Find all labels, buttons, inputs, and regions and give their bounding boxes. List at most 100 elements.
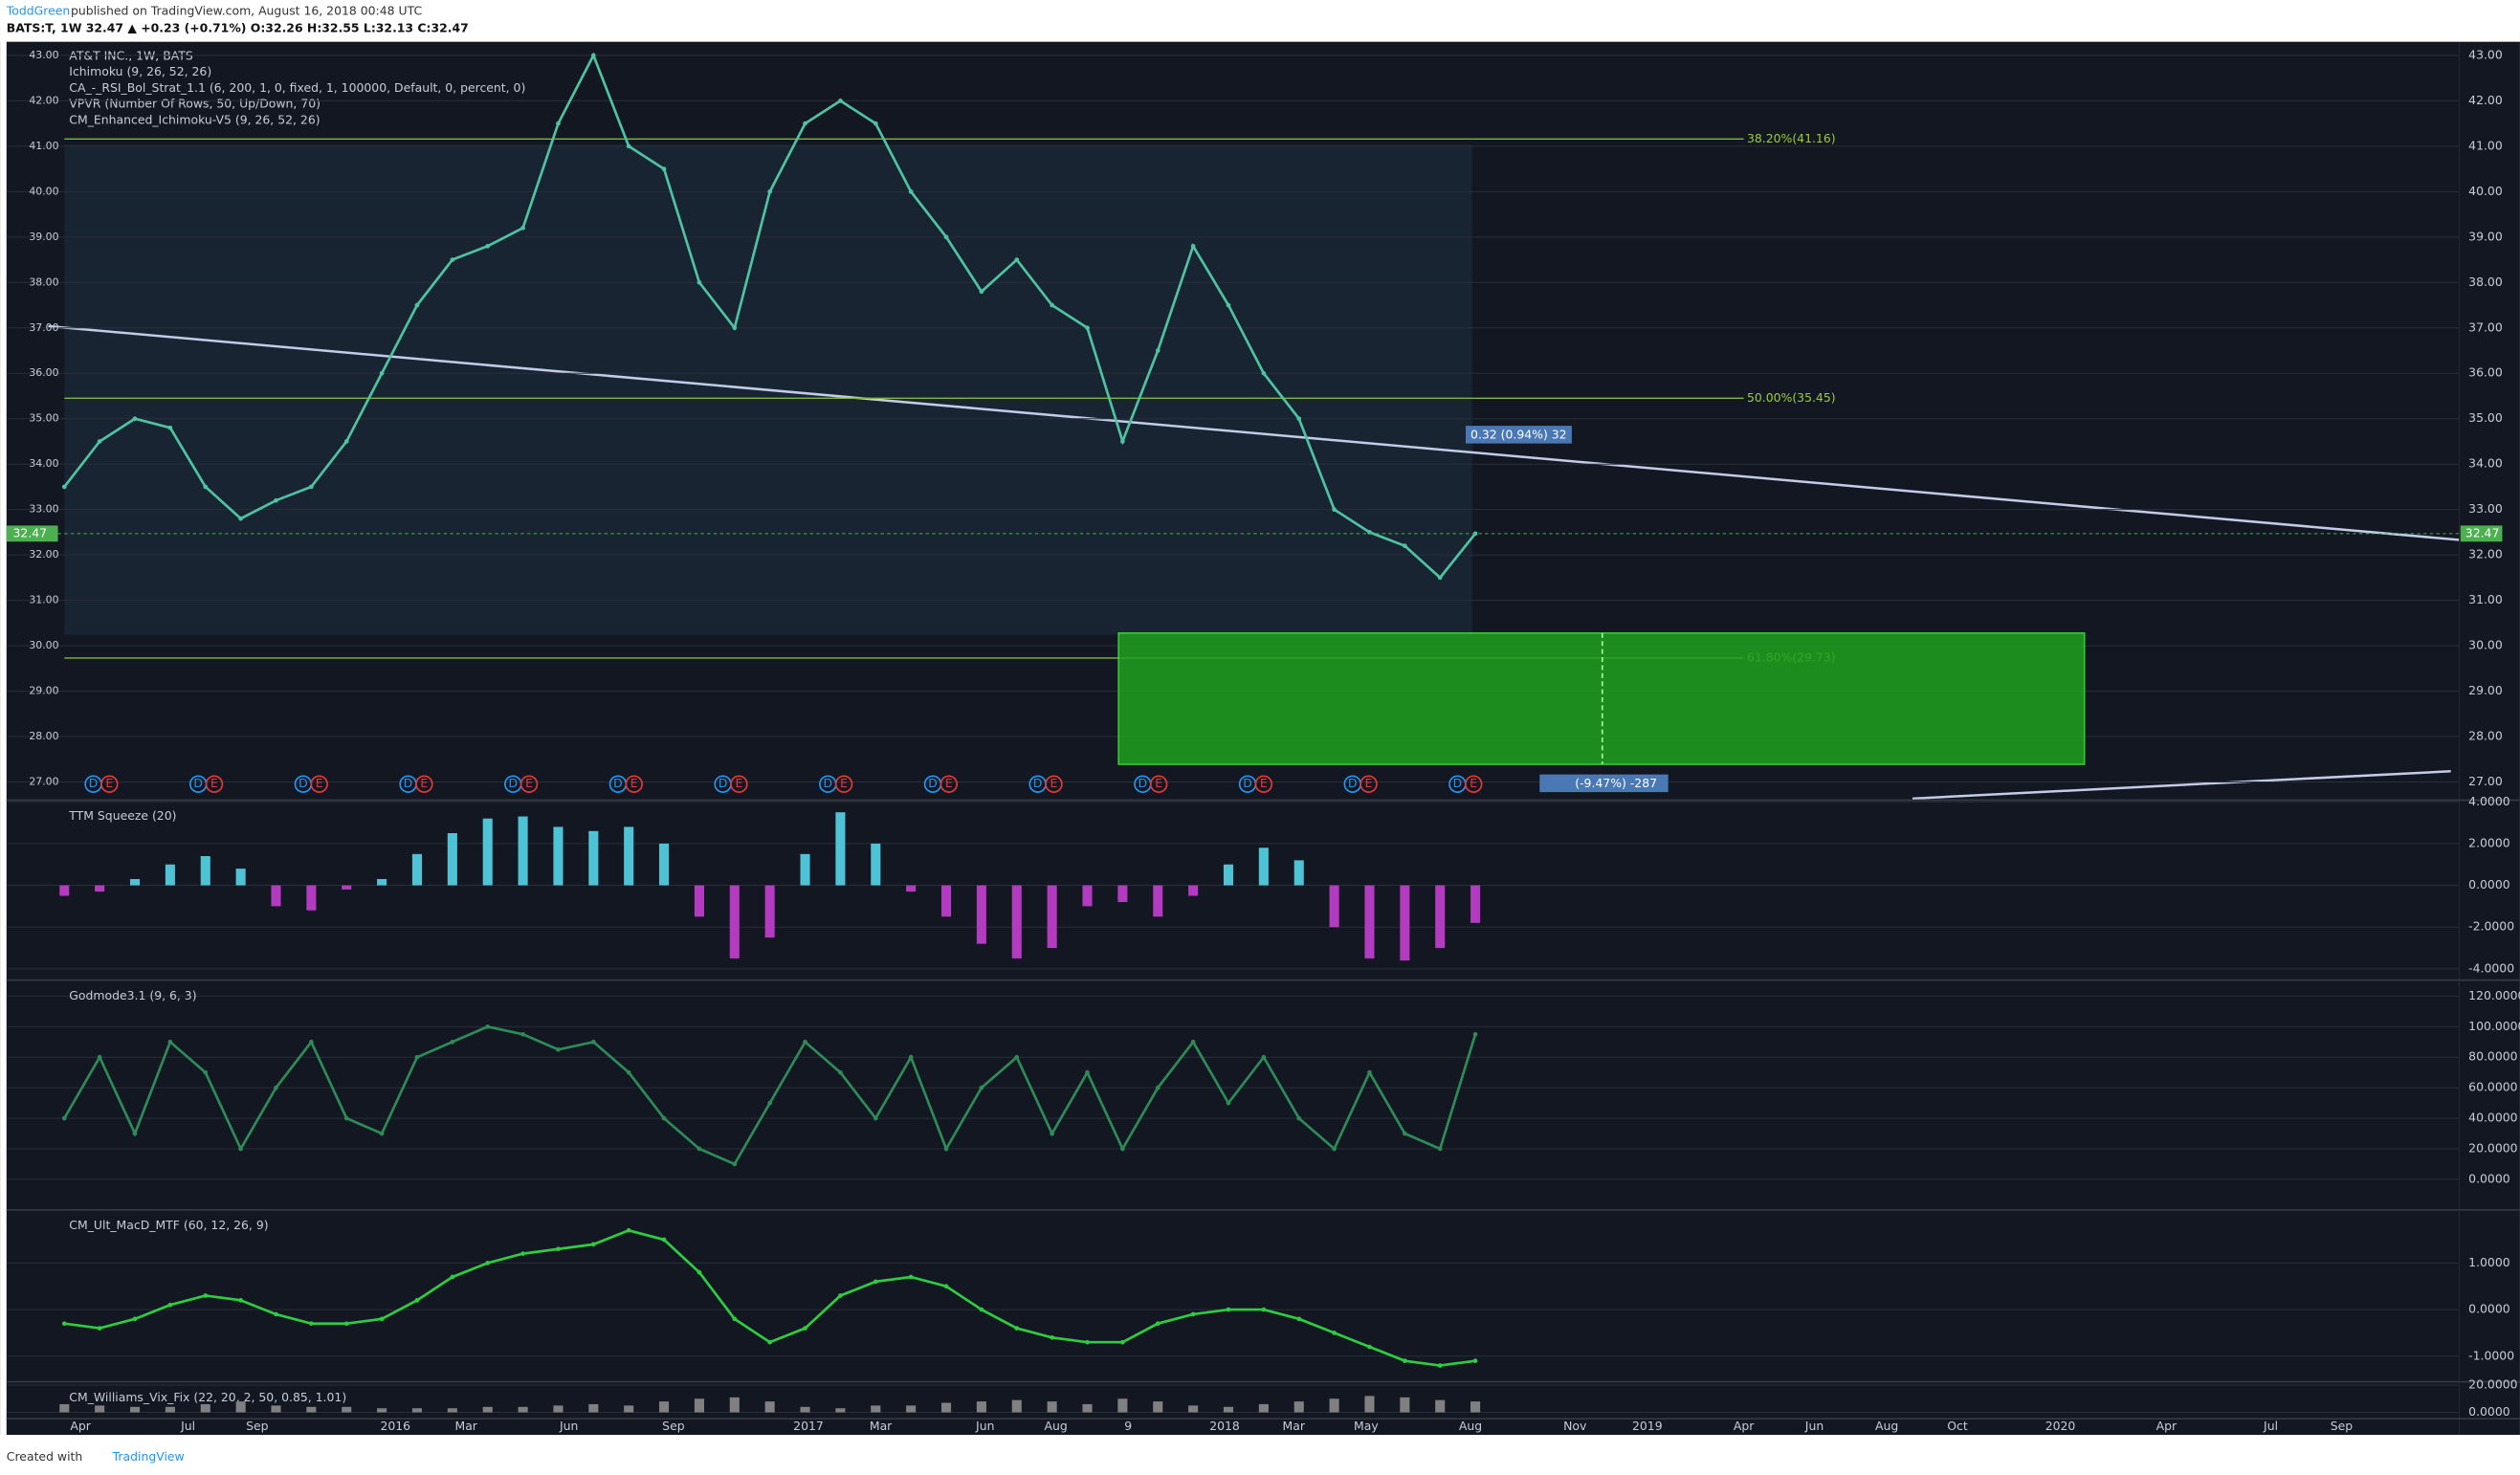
data-point	[979, 1085, 984, 1090]
x-tick-label: Jun	[1804, 1419, 1824, 1433]
y-tick-label-left: 40.00	[29, 185, 58, 197]
y-tick-label: 0.0000	[2468, 877, 2510, 892]
bar	[271, 885, 281, 907]
earnings-marker	[1254, 775, 1273, 793]
y-tick-label: 30.00	[2468, 638, 2503, 652]
y-tick-label: 39.00	[2468, 229, 2503, 243]
dividend-letter: D	[193, 776, 203, 790]
bar	[624, 826, 634, 886]
data-point	[450, 1039, 455, 1045]
data-point	[1226, 302, 1231, 308]
data-point	[1402, 1358, 1407, 1364]
author[interactable]: ToddGreen	[6, 3, 70, 17]
data-point	[97, 439, 102, 444]
y-tick-label: 100.0000	[2468, 1019, 2520, 1033]
data-point	[626, 1069, 631, 1075]
data-point	[274, 1085, 278, 1090]
note: (-9.47%) -287	[1575, 776, 1657, 790]
data-point	[97, 1054, 102, 1060]
bar	[1223, 1406, 1234, 1413]
data-point	[1472, 1031, 1478, 1037]
bar	[518, 1406, 528, 1413]
x-tick-label: Aug	[1459, 1419, 1482, 1433]
x-tick-label: Jul	[180, 1419, 195, 1433]
target-zone	[1117, 631, 2086, 765]
last-price: 32.47	[13, 525, 48, 539]
y-tick-label: 36.00	[2468, 365, 2503, 380]
y-tick-label-left: 31.00	[29, 594, 58, 606]
earnings-letter: E	[1050, 776, 1058, 790]
data-point	[97, 1326, 102, 1331]
bar	[553, 1405, 564, 1413]
bar	[1188, 885, 1199, 896]
earnings-marker	[519, 775, 539, 793]
footer-created: Created with	[7, 1449, 82, 1464]
bar	[447, 1408, 457, 1413]
data-point	[943, 234, 949, 240]
dividend-letter: D	[824, 776, 833, 790]
y-tick-label-left: 38.00	[29, 275, 58, 288]
data-point	[1437, 1363, 1443, 1368]
bar	[1082, 885, 1093, 907]
data-point	[1226, 1307, 1231, 1312]
y-tick-label: 40.0000	[2468, 1111, 2517, 1125]
dividend-letter: D	[718, 776, 728, 790]
data-point	[1190, 1039, 1196, 1045]
data-point	[203, 484, 209, 490]
footer	[0, 1435, 2520, 1475]
bar	[940, 885, 952, 917]
earnings-marker	[1045, 775, 1063, 793]
bar	[1435, 1399, 1446, 1413]
bar	[411, 853, 423, 886]
bar	[1258, 1403, 1269, 1413]
data-point	[238, 516, 243, 521]
axis-bg	[2459, 41, 2520, 1437]
data-point	[343, 1115, 349, 1121]
y-tick-label-left: 28.00	[29, 730, 58, 742]
earnings-marker	[415, 775, 433, 793]
data-point	[343, 1321, 349, 1327]
dividend-letter: D	[1033, 776, 1043, 790]
x-tick-label: 9	[1124, 1419, 1132, 1433]
panel-title: TTM Squeeze (20)	[68, 808, 176, 823]
bar	[588, 830, 599, 886]
x-tick-label: Jun	[975, 1419, 994, 1433]
bar	[553, 826, 564, 886]
y-tick-label-left: 42.00	[29, 94, 58, 106]
bar	[659, 1401, 670, 1413]
note-box	[1539, 774, 1669, 793]
bar	[342, 885, 352, 890]
footer-brand[interactable]: TradingView	[112, 1449, 185, 1464]
y-tick-label: 1.0000	[2468, 1255, 2510, 1269]
x-tick-label: 2018	[1209, 1419, 1240, 1433]
data-point	[414, 1297, 420, 1303]
data-point	[450, 1274, 455, 1280]
last-price-tag	[6, 525, 58, 542]
data-point	[1332, 507, 1337, 513]
data-point	[1085, 1339, 1090, 1345]
x-tick-label: Jun	[559, 1419, 578, 1433]
last-price: 32.47	[2465, 525, 2500, 539]
header-bar	[0, 0, 2520, 42]
x-tick-label: Sep	[2331, 1419, 2354, 1433]
legend-entry: CM_Enhanced_Ichimoku-V5 (9, 26, 52, 26)	[69, 112, 320, 126]
data-point	[873, 1115, 878, 1121]
y-tick-label: 27.00	[2468, 774, 2503, 788]
data-point	[838, 1069, 843, 1075]
y-tick-label-left: 30.00	[29, 639, 58, 651]
legend-entry: Ichimoku (9, 26, 52, 26)	[69, 64, 211, 78]
bar	[871, 843, 881, 886]
y-tick-label: -2.0000	[2468, 919, 2514, 934]
data-point	[379, 1316, 385, 1322]
y-tick-label: 0.0000	[2468, 1404, 2510, 1419]
bar	[871, 1405, 881, 1413]
data-point	[132, 1316, 138, 1322]
bar	[729, 1397, 740, 1413]
data-point	[274, 497, 278, 503]
bar	[1470, 1401, 1481, 1413]
y-tick-label-left: 32.00	[29, 548, 58, 561]
earnings-marker	[1464, 775, 1483, 793]
y-tick-label: 43.00	[2468, 47, 2503, 61]
bar	[129, 1406, 141, 1413]
